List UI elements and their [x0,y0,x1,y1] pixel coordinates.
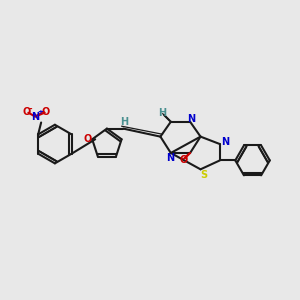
Text: O: O [84,134,92,144]
Text: +: + [37,109,43,115]
Text: N: N [166,153,174,163]
Text: N: N [221,137,229,147]
Text: S: S [200,170,208,180]
Text: H: H [158,108,166,118]
Text: O: O [22,106,30,116]
Text: N: N [31,112,39,122]
Text: N: N [187,114,195,124]
Text: O: O [179,154,188,164]
Text: H: H [120,117,128,127]
Text: -: - [28,105,32,114]
Text: O: O [41,106,50,116]
